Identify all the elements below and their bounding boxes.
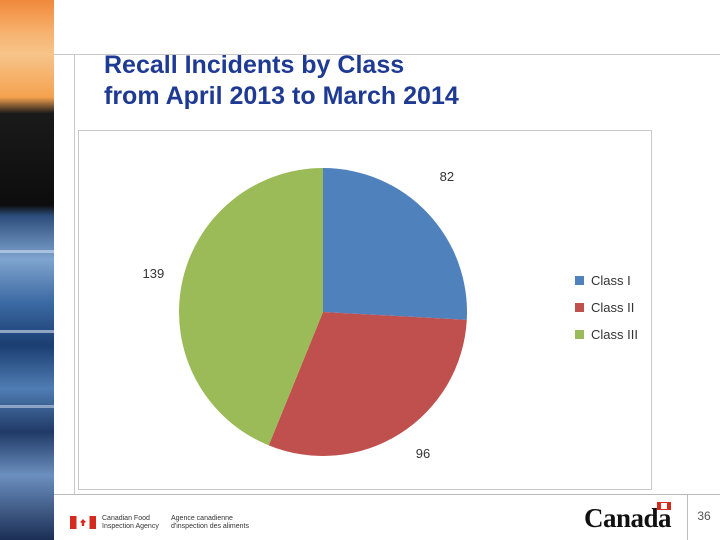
wordmark-flag-icon — [657, 502, 671, 510]
pie-slice-class-i — [323, 168, 468, 320]
slide-title: Recall Incidents by Class from April 201… — [104, 50, 664, 112]
sidebar-streak — [0, 405, 54, 408]
legend-swatch-class-i — [575, 276, 584, 285]
decorative-sidebar — [0, 0, 54, 540]
canada-wordmark: Canada — [584, 503, 672, 533]
data-label-class-i: 82 — [440, 169, 454, 184]
chart-area: 82 96 139 Class I Class II Class III — [78, 130, 652, 490]
legend-swatch-class-iii — [575, 330, 584, 339]
legend-label-class-iii: Class III — [591, 327, 638, 342]
page-number-divider — [687, 495, 688, 540]
content-left-rule — [74, 54, 75, 494]
sidebar-streak — [0, 250, 54, 253]
agency-name-french: Agence canadienne d'inspection des alime… — [171, 515, 249, 530]
footer-rule — [54, 494, 720, 495]
legend-label-class-ii: Class II — [591, 300, 634, 315]
pie-slice-class-iii — [178, 168, 323, 446]
legend-label-class-i: Class I — [591, 273, 631, 288]
header-rule — [54, 54, 720, 55]
pie-slice-class-ii — [268, 312, 467, 457]
canada-flag-icon — [70, 516, 96, 529]
slide-title-line-1: Recall Incidents by Class — [104, 51, 405, 79]
page-number: 36 — [697, 509, 711, 523]
data-label-class-iii: 139 — [143, 266, 165, 281]
pie-chart: 82 96 139 Class I Class II Class III — [143, 168, 638, 461]
footer: Canadian Food Inspection Agency Agence c… — [54, 495, 720, 540]
agency-name-english: Canadian Food Inspection Agency — [102, 515, 159, 530]
sidebar-streak — [0, 330, 54, 333]
data-label-class-ii: 96 — [416, 446, 430, 461]
slide-title-line-2: from April 2013 to March 2014 — [104, 82, 459, 110]
legend-swatch-class-ii — [575, 303, 584, 312]
